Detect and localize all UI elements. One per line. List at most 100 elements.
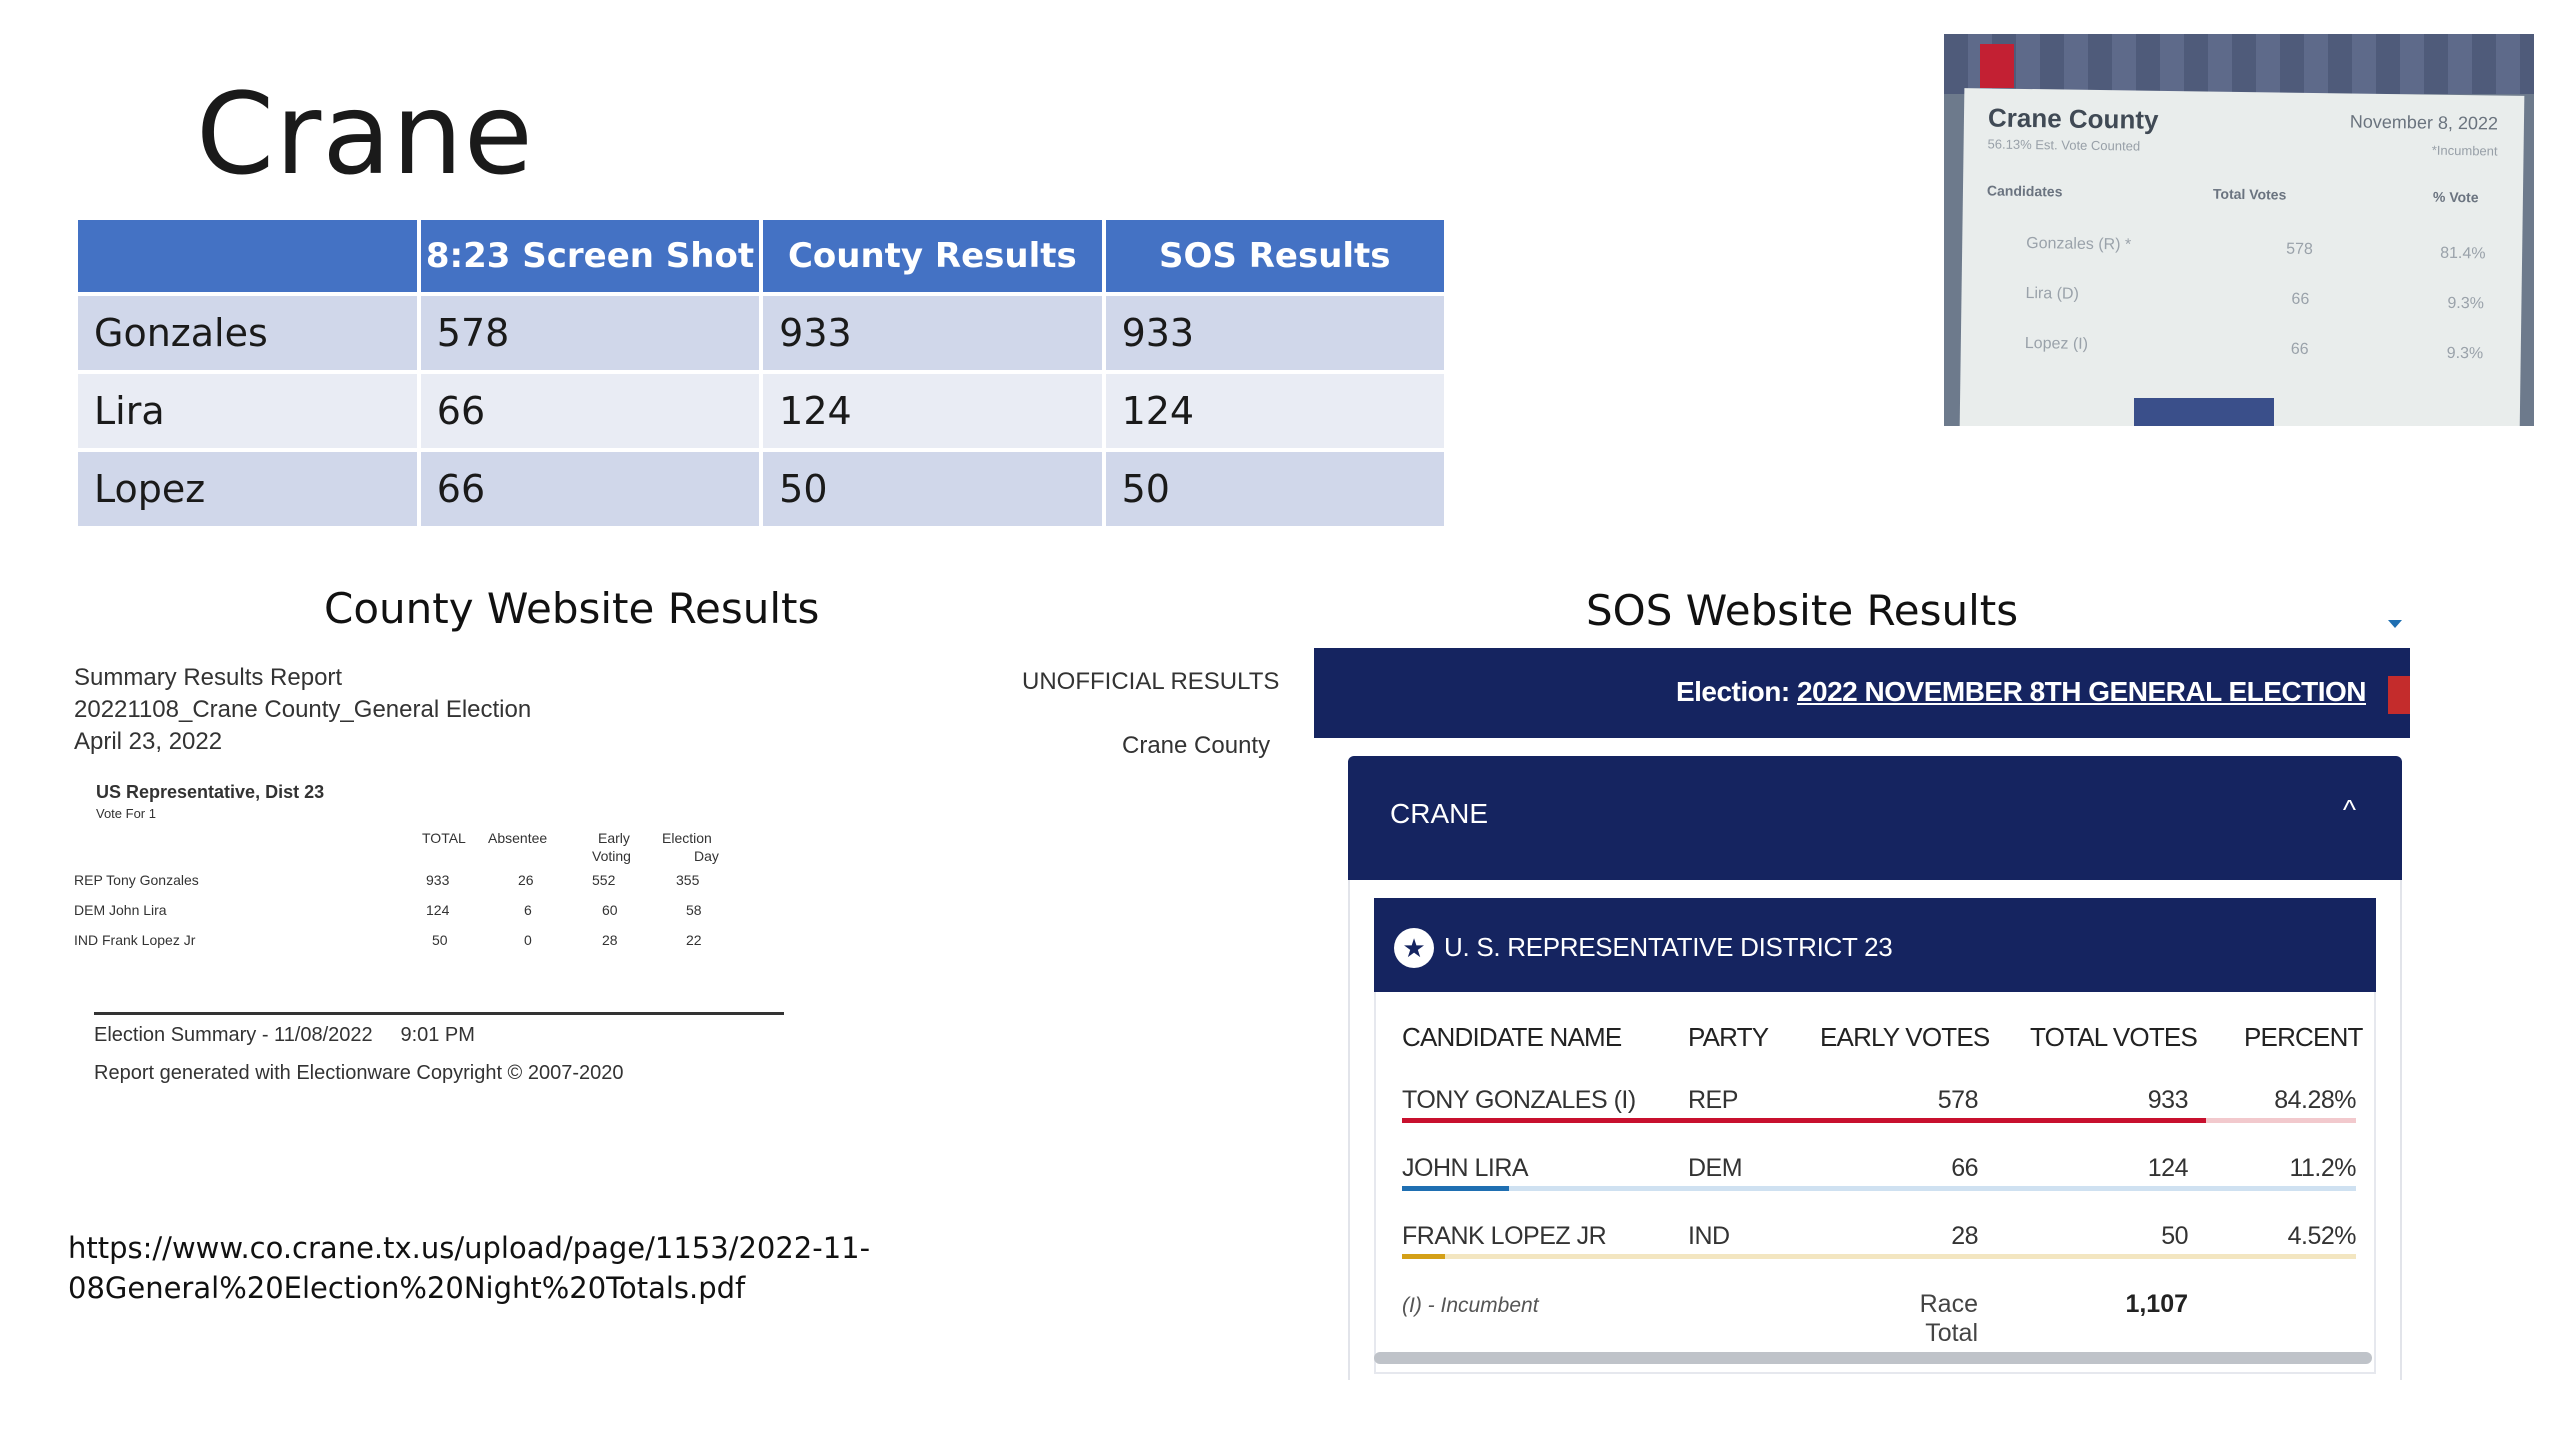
election-prefix: Election: <box>1675 676 1790 707</box>
col-total: TOTAL <box>422 830 466 846</box>
photo-card-incumbent: *Incumbent <box>2431 142 2498 159</box>
header-cell-screenshot: 8:23 Screen Shot <box>420 220 760 292</box>
report-row-name: IND Frank Lopez Jr <box>74 932 196 948</box>
report-divider <box>94 1012 784 1015</box>
source-url-line-1: https://www.co.crane.tx.us/upload/page/1… <box>68 1231 871 1265</box>
percent-bar <box>1402 1254 2356 1259</box>
vote-for: Vote For 1 <box>96 806 156 821</box>
race-header: ★ U. S. REPRESENTATIVE DISTRICT 23 <box>1374 898 2376 992</box>
report-title: Summary Results Report <box>74 664 343 691</box>
county-section-heading: County Website Results <box>324 584 820 633</box>
chevron-up-icon[interactable]: ^ <box>2342 794 2356 825</box>
report-row-eday: 58 <box>686 902 702 918</box>
source-url: https://www.co.crane.tx.us/upload/page/1… <box>68 1228 870 1308</box>
photo-row-votes: 66 <box>2291 290 2310 308</box>
source-url-line-2: 08General%20Election%20Night%20Totals.pd… <box>68 1271 746 1305</box>
county-accordion-header[interactable]: CRANE ^ <box>1348 756 2402 880</box>
candidate-early: 66 <box>1951 1154 1978 1182</box>
report-row-total: 124 <box>426 902 450 918</box>
election-link[interactable]: 2022 NOVEMBER 8TH GENERAL ELECTION <box>1796 676 2367 707</box>
photo-row-pct: 81.4% <box>2440 244 2486 263</box>
report-name: 20221108_Crane County_General Election <box>74 696 532 723</box>
screenshot-photo: Crane County November 8, 2022 56.13% Est… <box>1944 34 2534 426</box>
col-percent: PERCENT <box>2244 1022 2363 1052</box>
report-row-early: 552 <box>592 872 616 888</box>
photo-row-pct: 9.3% <box>2446 344 2484 363</box>
photo-row-name: Lira (D) <box>2025 284 2079 303</box>
photo-row-votes: 66 <box>2290 340 2309 358</box>
report-row-name: DEM John Lira <box>74 902 167 918</box>
table-row: Lira 66 124 124 <box>78 374 1444 448</box>
election-menu-edge[interactable] <box>2388 676 2410 714</box>
value-cell: 933 <box>763 296 1102 370</box>
candidate-percent: 11.2% <box>2289 1154 2356 1182</box>
dropdown-caret-icon[interactable] <box>2388 620 2402 628</box>
county-name: CRANE <box>1390 798 1489 829</box>
value-cell: 124 <box>1105 374 1444 448</box>
percent-bar-fill <box>1402 1186 1509 1191</box>
map-fragment <box>2134 398 2274 426</box>
candidate-total: 933 <box>2147 1086 2189 1114</box>
percent-bar <box>1402 1118 2356 1123</box>
county-label: Crane County <box>1122 732 1271 759</box>
slide-title: Crane <box>196 70 534 200</box>
star-icon: ★ <box>1394 928 1434 968</box>
percent-bar-fill <box>1402 1118 2207 1123</box>
value-cell: 124 <box>763 374 1102 448</box>
photo-row-name: Lopez (I) <box>2024 334 2089 353</box>
race-title: U. S. REPRESENTATIVE DISTRICT 23 <box>1444 932 1893 962</box>
value-cell: 66 <box>420 374 760 448</box>
summary-line: Election Summary - 11/08/2022 9:01 PM <box>94 1024 475 1046</box>
report-row-name: REP Tony Gonzales <box>74 872 199 888</box>
photo-row-name: Gonzales (R) * <box>2026 234 2132 254</box>
table-row: Lopez 66 50 50 <box>78 452 1444 526</box>
header-cell-blank <box>78 220 417 292</box>
report-row-absentee: 26 <box>518 872 534 888</box>
candidate-party: DEM <box>1688 1154 1743 1182</box>
comparison-table: 8:23 Screen Shot County Results SOS Resu… <box>74 216 1448 530</box>
candidate-early: 578 <box>1937 1086 1979 1114</box>
comparison-header-row: 8:23 Screen Shot County Results SOS Resu… <box>78 220 1444 292</box>
horizontal-scrollbar[interactable] <box>1374 1352 2372 1364</box>
report-row-absentee: 6 <box>524 902 532 918</box>
col-early-votes: EARLY VOTES <box>1820 1022 1990 1052</box>
candidate-total: 50 <box>2161 1222 2188 1250</box>
report-row-early: 28 <box>602 932 618 948</box>
election-label: Election: 2022 NOVEMBER 8TH GENERAL ELEC… <box>1675 676 2367 708</box>
report-row-absentee: 0 <box>524 932 532 948</box>
candidate-party: REP <box>1688 1086 1738 1114</box>
photo-card-date: November 8, 2022 <box>2349 111 2499 134</box>
photo-row-pct: 9.3% <box>2447 294 2485 313</box>
generated-line: Report generated with Electionware Copyr… <box>94 1062 624 1084</box>
photo-card-subtitle: 56.13% Est. Vote Counted <box>1987 136 2141 154</box>
results-card: Crane County November 8, 2022 56.13% Est… <box>1959 88 2525 426</box>
race-total-label: Race Total <box>1919 1290 1978 1347</box>
report-row-total: 933 <box>426 872 450 888</box>
photo-card-title: Crane County <box>1987 102 2159 135</box>
value-cell: 933 <box>1105 296 1444 370</box>
candidate-cell: Lira <box>78 374 417 448</box>
candidate-percent: 4.52% <box>2287 1222 2357 1250</box>
value-cell: 50 <box>1105 452 1444 526</box>
candidate-percent: 84.28% <box>2274 1086 2356 1114</box>
county-report: Summary Results Report 20221108_Crane Co… <box>40 636 1300 1116</box>
col-early-1: Early <box>598 830 630 846</box>
value-cell: 66 <box>420 452 760 526</box>
election-bar: Election: 2022 NOVEMBER 8TH GENERAL ELEC… <box>1314 648 2410 738</box>
candidate-name: JOHN LIRA <box>1402 1154 1529 1182</box>
col-early-2: Voting <box>592 848 631 864</box>
candidate-total: 124 <box>2147 1154 2189 1182</box>
report-row-early: 60 <box>602 902 618 918</box>
col-election-1: Election <box>662 830 712 846</box>
percent-bar <box>1402 1186 2356 1191</box>
value-cell: 50 <box>763 452 1102 526</box>
candidate-cell: Lopez <box>78 452 417 526</box>
photo-col-candidates: Candidates <box>1986 182 2063 200</box>
candidate-cell: Gonzales <box>78 296 417 370</box>
report-date: April 23, 2022 <box>74 728 223 755</box>
candidate-early: 28 <box>1951 1222 1978 1250</box>
photo-col-percent: % Vote <box>2432 188 2479 206</box>
race-title: US Representative, Dist 23 <box>96 782 325 802</box>
candidate-name: FRANK LOPEZ JR <box>1402 1222 1607 1250</box>
race-total-value: 1,107 <box>2125 1290 2188 1318</box>
